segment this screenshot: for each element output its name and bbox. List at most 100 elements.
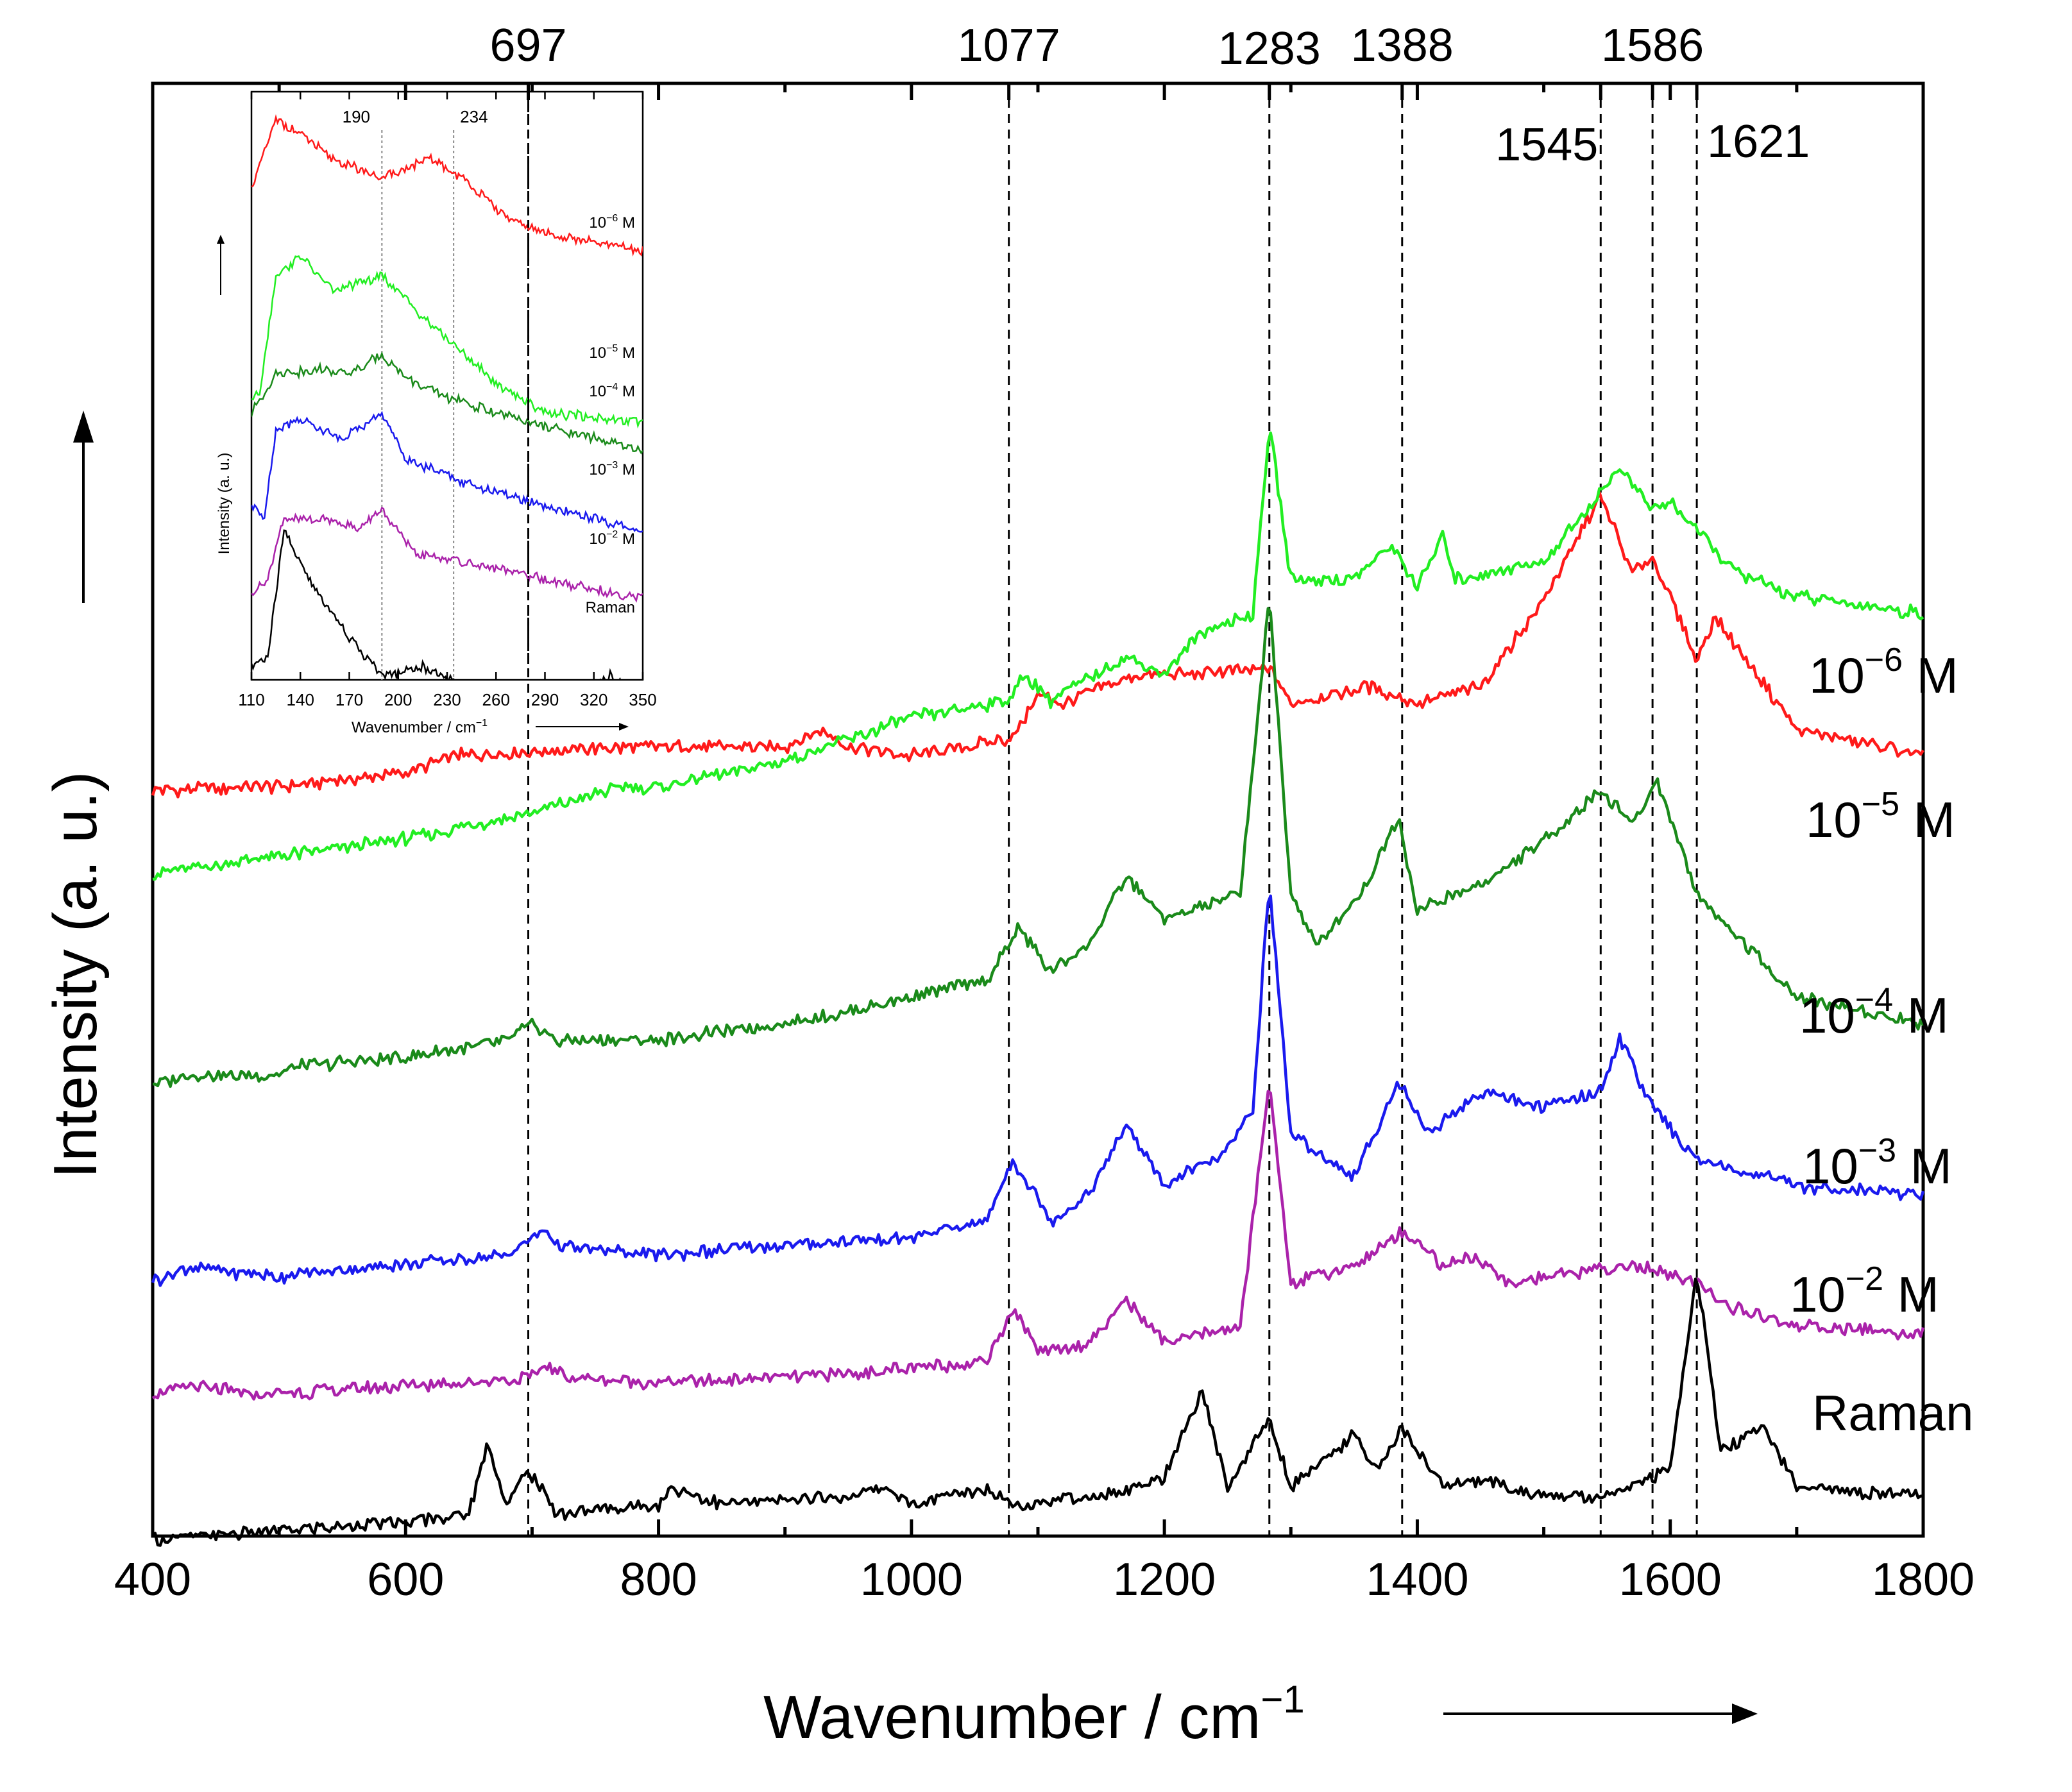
series-label-base: 10 <box>1799 987 1855 1044</box>
inset-series-label-unit: M <box>618 530 635 548</box>
inset-plot: 110 140 170 200 230 260 290 320 350 190 234 Wavenum… <box>216 90 657 736</box>
inset-x-tick-label: 110 <box>238 690 264 709</box>
inset-series-label-exp: −6 <box>606 213 618 224</box>
inset-series-label-1: 10−5 M <box>589 343 635 362</box>
inset-x-tick-label: 140 <box>287 690 314 709</box>
peak-label-1621: 1621 <box>1707 116 1810 167</box>
x-tick-label: 1600 <box>1619 1554 1722 1605</box>
inset-series-label-base: Raman <box>586 599 635 616</box>
x-tick-label: 600 <box>367 1554 444 1605</box>
inset-frame <box>250 90 644 681</box>
x-tick-label: 1800 <box>1872 1554 1974 1605</box>
inset-series-label-base: 10 <box>589 383 606 400</box>
plot-frame <box>151 81 1925 1538</box>
inset-series-label-base: 10 <box>589 344 606 362</box>
spectrum-line-3 <box>151 894 1925 1287</box>
inset-series-label-base: 10 <box>589 530 606 548</box>
inset-x-tick-label: 230 <box>433 690 461 709</box>
inset-series-label-base: 10 <box>589 461 606 478</box>
inset-series-label-unit: M <box>618 344 635 362</box>
inset-x-tick-label: 320 <box>580 690 607 709</box>
series-label-base: 10 <box>1803 1138 1858 1194</box>
inset-series-label-unit: M <box>618 383 635 400</box>
x-tick-label: 400 <box>114 1554 191 1605</box>
series-label-unit: M <box>1896 1138 1952 1194</box>
series-label-4: 10−2 M <box>1790 1260 1939 1323</box>
x-tick-label: 1400 <box>1366 1554 1468 1605</box>
series-label-exp: −5 <box>1862 786 1899 823</box>
peak-label-1545: 1545 <box>1495 119 1598 171</box>
peak-label-697: 697 <box>489 20 566 71</box>
series-label-base: Raman <box>1812 1385 1973 1441</box>
spectrum-line-4 <box>151 1090 1925 1401</box>
inset-series-label-exp: −3 <box>606 460 618 471</box>
x-axis-title-sup: −1 <box>1261 1678 1304 1721</box>
x-axis-arrow-head <box>1732 1703 1758 1724</box>
inset-x-tick-label: 200 <box>384 690 412 709</box>
series-label-3: 10−3 M <box>1803 1132 1952 1194</box>
inset-marker-label-190: 190 <box>343 107 370 126</box>
series-label-unit: M <box>1903 647 1958 704</box>
inset-x-axis-title: Wavenumber / cm−1 <box>352 718 488 736</box>
inset-spectrum-line-1 <box>251 255 643 429</box>
inset-y-axis-title: Intensity (a. u.) <box>216 453 233 555</box>
inset-spectrum-line-0 <box>251 114 643 257</box>
y-axis-arrow-head <box>73 410 94 443</box>
peak-label-1283: 1283 <box>1218 23 1321 74</box>
peak-label-1586: 1586 <box>1601 20 1704 71</box>
inset-marker-label-234: 234 <box>460 107 488 126</box>
inset-x-tick-label: 350 <box>629 690 656 709</box>
series-label-exp: −2 <box>1846 1260 1883 1298</box>
main-plot: 400 600 800 1000 1200 1400 1600 1800 Wavenumber … <box>41 20 1974 1752</box>
inset-spectrum-line-5 <box>251 529 622 680</box>
inset-series-label-4: 10−2 M <box>589 529 635 548</box>
y-axis-title: Intensity (a. u.) <box>41 772 110 1179</box>
inset-series-label-exp: −2 <box>606 529 618 540</box>
inset-series-label-unit: M <box>618 461 635 478</box>
inset-y-arrow-head <box>217 235 225 244</box>
spectrum-line-5 <box>152 1277 1924 1547</box>
series-label-unit: M <box>1899 791 1955 848</box>
x-axis-title: Wavenumber / cm−1 <box>763 1678 1305 1752</box>
series-label-base: 10 <box>1809 647 1865 704</box>
series-label-base: 10 <box>1806 791 1862 848</box>
series-label-0: 10−6 M <box>1809 641 1958 704</box>
inset-series-label-base: 10 <box>589 214 606 232</box>
series-label-5: Raman <box>1812 1385 1973 1441</box>
inset-series-label-exp: −5 <box>606 343 618 354</box>
inset-x-arrow-head <box>619 723 629 731</box>
x-tick-label: 800 <box>620 1554 697 1605</box>
inset-x-axis-title-sup: −1 <box>476 718 488 729</box>
inset-series-label-3: 10−3 M <box>589 460 635 478</box>
series-label-base: 10 <box>1790 1266 1846 1323</box>
peak-label-1077: 1077 <box>958 20 1060 71</box>
inset-series-label-unit: M <box>618 214 635 232</box>
inset-x-axis-title-base: Wavenumber / cm <box>352 719 476 736</box>
inset-x-tick-label: 290 <box>531 690 559 709</box>
spectrum-line-0 <box>151 491 1924 799</box>
series-label-exp: −6 <box>1865 641 1903 679</box>
x-axis-title-base: Wavenumber / cm <box>763 1683 1261 1752</box>
series-label-exp: −3 <box>1858 1132 1896 1169</box>
spectrum-line-2 <box>153 607 1925 1088</box>
inset-series-label-exp: −4 <box>606 382 618 393</box>
inset-spectrum-line-4 <box>251 507 643 603</box>
inset-series-label-2: 10−4 M <box>589 382 635 400</box>
inset-x-tick-label: 170 <box>335 690 363 709</box>
spectrum-line-1 <box>152 431 1924 881</box>
inset-spectrum-line-3 <box>251 410 643 533</box>
inset-series-label-0: 10−6 M <box>589 213 635 232</box>
x-tick-label: 1000 <box>860 1554 963 1605</box>
inset-x-tick-label: 260 <box>482 690 510 709</box>
series-label-unit: M <box>1893 987 1949 1044</box>
series-label-2: 10−4 M <box>1799 981 1949 1044</box>
inset-spectrum-line-2 <box>251 351 643 455</box>
series-label-exp: −4 <box>1855 981 1893 1019</box>
series-label-1: 10−5 M <box>1806 786 1955 848</box>
x-tick-label: 1200 <box>1113 1554 1216 1605</box>
inset-series-label-5: Raman <box>586 599 635 616</box>
series-label-unit: M <box>1883 1266 1939 1323</box>
peak-label-1388: 1388 <box>1351 20 1454 71</box>
